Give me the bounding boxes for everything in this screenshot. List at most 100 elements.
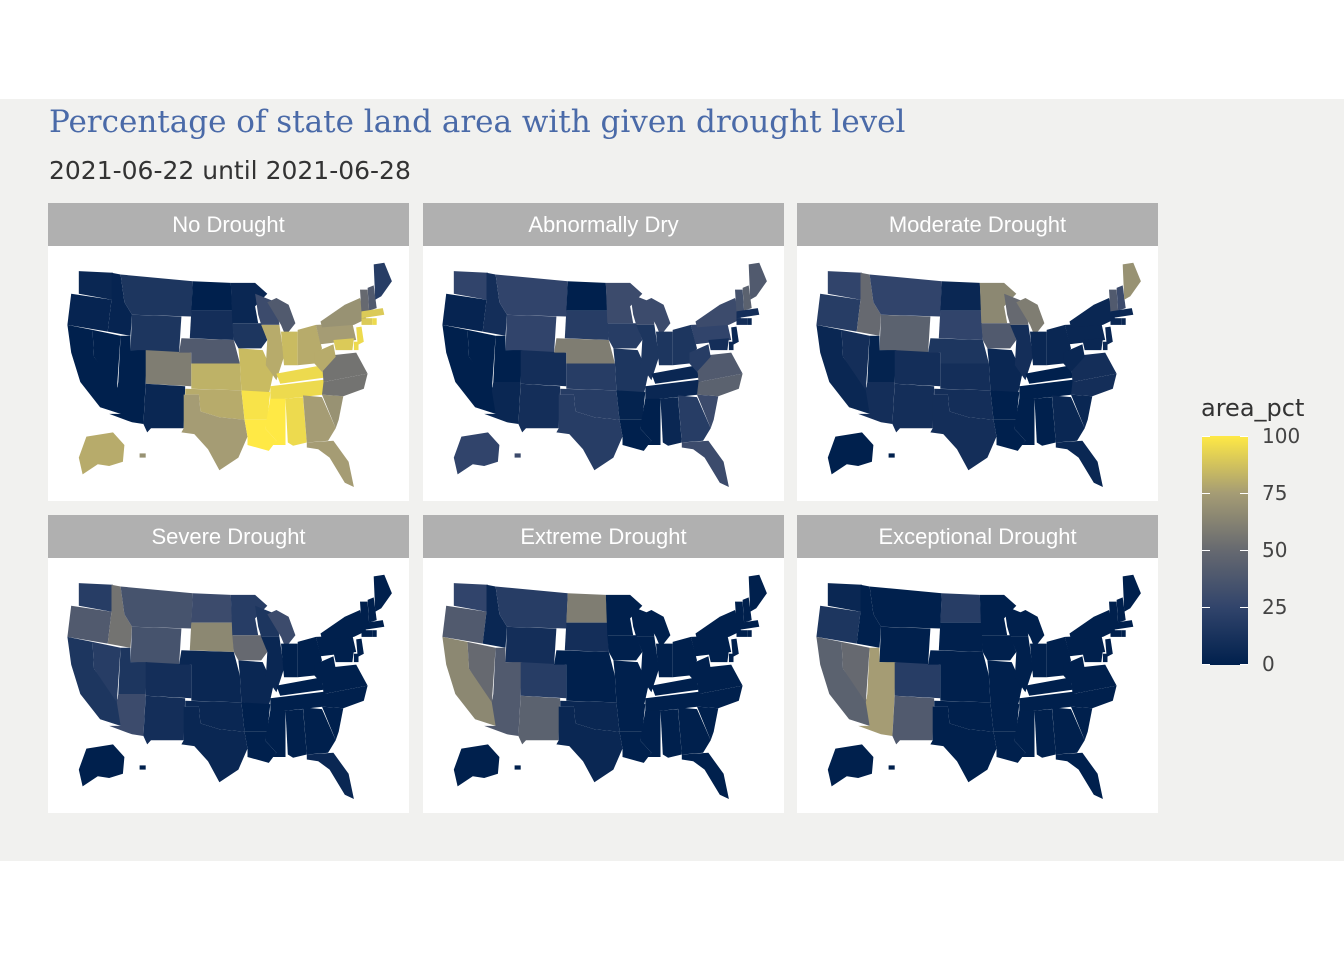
state-in bbox=[281, 331, 298, 366]
state-ma bbox=[361, 308, 385, 319]
state-ga bbox=[303, 707, 336, 755]
state-in bbox=[656, 331, 673, 366]
state-ri bbox=[372, 630, 377, 637]
state-nc bbox=[322, 685, 368, 709]
state-mt bbox=[120, 274, 193, 317]
state-ks bbox=[566, 363, 617, 391]
state-de bbox=[1102, 653, 1108, 663]
state-tx bbox=[181, 706, 248, 783]
state-tn bbox=[645, 691, 701, 713]
state-ct bbox=[361, 318, 373, 325]
state-tx bbox=[181, 394, 248, 471]
state-ga bbox=[1052, 395, 1085, 443]
state-ok bbox=[560, 388, 620, 420]
state-md bbox=[333, 650, 354, 663]
state-ny bbox=[1069, 610, 1116, 640]
state-ma bbox=[736, 308, 760, 319]
state-ut bbox=[867, 647, 897, 694]
state-sd bbox=[938, 622, 983, 652]
state-mt bbox=[869, 586, 942, 629]
legend-tick-mark bbox=[1240, 493, 1248, 494]
facet-severe-drought: Severe Drought bbox=[48, 515, 409, 813]
state-al bbox=[285, 709, 307, 758]
state-hi bbox=[139, 765, 146, 770]
state-ak bbox=[827, 744, 874, 787]
state-wv bbox=[1063, 344, 1085, 372]
state-ne bbox=[179, 650, 240, 676]
state-co bbox=[145, 662, 192, 699]
state-wy bbox=[879, 314, 931, 353]
state-hi bbox=[139, 453, 146, 458]
map-panel bbox=[423, 558, 784, 813]
state-nd bbox=[940, 281, 982, 311]
state-vt bbox=[735, 289, 745, 314]
state-wa bbox=[453, 583, 488, 612]
state-ga bbox=[303, 395, 336, 443]
state-ne bbox=[928, 338, 989, 364]
facet-strip-label: No Drought bbox=[48, 203, 409, 246]
state-ca bbox=[442, 636, 501, 726]
state-ar bbox=[241, 390, 271, 420]
state-mo bbox=[613, 348, 649, 395]
state-mn bbox=[979, 282, 1017, 324]
state-il bbox=[636, 324, 659, 381]
facet-no-drought: No Drought bbox=[48, 203, 409, 501]
state-mn bbox=[605, 282, 643, 324]
legend-tick-label: 75 bbox=[1262, 481, 1288, 505]
state-nh bbox=[367, 285, 377, 311]
state-id bbox=[856, 272, 881, 336]
state-la bbox=[244, 731, 277, 763]
state-il bbox=[1010, 324, 1033, 381]
state-ok bbox=[560, 700, 620, 732]
state-va bbox=[697, 352, 743, 382]
state-ca bbox=[67, 636, 126, 726]
state-tx bbox=[556, 706, 623, 783]
state-nv bbox=[92, 329, 121, 391]
state-nm bbox=[892, 695, 935, 745]
state-ky bbox=[651, 365, 699, 384]
state-nh bbox=[367, 597, 377, 623]
state-ia bbox=[607, 323, 643, 349]
state-or bbox=[67, 605, 112, 644]
facet-strip-label: Extreme Drought bbox=[423, 515, 784, 558]
state-il bbox=[1010, 636, 1033, 693]
state-nd bbox=[566, 593, 608, 623]
state-ut bbox=[118, 335, 148, 382]
state-md bbox=[708, 338, 729, 351]
state-ri bbox=[747, 318, 752, 325]
state-mi bbox=[1016, 610, 1045, 648]
state-me bbox=[748, 574, 767, 612]
state-ny bbox=[320, 610, 367, 640]
state-sd bbox=[938, 310, 983, 340]
legend-tick-label: 0 bbox=[1262, 652, 1275, 676]
state-me bbox=[1122, 262, 1141, 300]
state-id bbox=[482, 272, 507, 336]
facet-extreme-drought: Extreme Drought bbox=[423, 515, 784, 813]
state-mo bbox=[238, 348, 274, 395]
state-in bbox=[1030, 331, 1047, 366]
state-mo bbox=[987, 660, 1023, 707]
state-sd bbox=[189, 310, 234, 340]
state-nc bbox=[1071, 373, 1117, 397]
state-va bbox=[322, 664, 368, 694]
state-nd bbox=[191, 281, 233, 311]
state-ks bbox=[191, 363, 242, 391]
state-wa bbox=[827, 583, 862, 612]
chart-title: Percentage of state land area with given… bbox=[49, 104, 906, 140]
map-panel bbox=[48, 558, 409, 813]
state-ms bbox=[1014, 398, 1035, 445]
state-sc bbox=[1071, 706, 1093, 741]
state-ks bbox=[566, 675, 617, 703]
state-nc bbox=[1071, 685, 1117, 709]
state-co bbox=[145, 350, 192, 387]
state-mi bbox=[642, 610, 671, 648]
state-ma bbox=[736, 620, 760, 631]
state-ga bbox=[678, 395, 711, 443]
state-nh bbox=[742, 285, 752, 311]
state-mn bbox=[979, 594, 1017, 636]
facet-strip-label: Moderate Drought bbox=[797, 203, 1158, 246]
state-ak bbox=[453, 432, 500, 475]
facet-strip-label: Exceptional Drought bbox=[797, 515, 1158, 558]
state-ky bbox=[1025, 365, 1073, 384]
state-co bbox=[894, 350, 941, 387]
